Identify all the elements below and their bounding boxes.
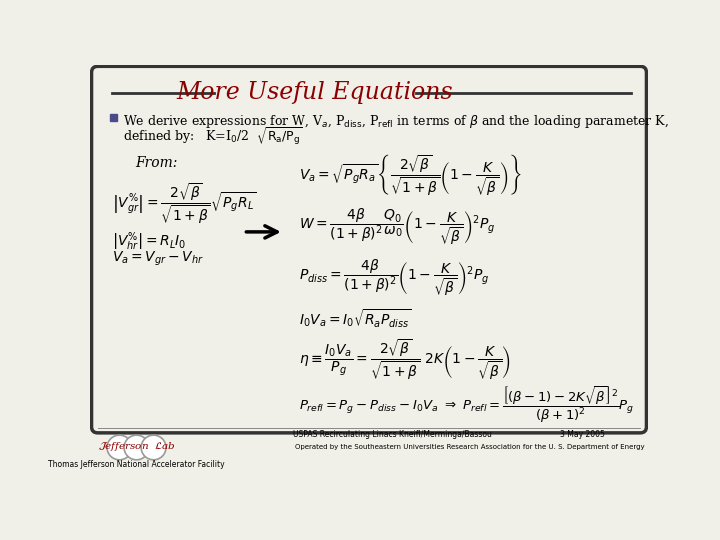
Text: Thomas Jefferson National Accelerator Facility: Thomas Jefferson National Accelerator Fa… bbox=[48, 460, 225, 469]
Text: $P_{diss} = \dfrac{4\beta}{(1+\beta)^2}\left(1 - \dfrac{K}{\sqrt{\beta}}\right)^: $P_{diss} = \dfrac{4\beta}{(1+\beta)^2}\… bbox=[300, 257, 490, 298]
Text: $P_{refl} = P_g - P_{diss} - I_0 V_a\ \Rightarrow\ P_{refl} = \dfrac{\left[(\bet: $P_{refl} = P_g - P_{diss} - I_0 V_a\ \R… bbox=[300, 384, 635, 424]
Text: $\left|V_{hr}^{\%}\right| = R_L I_0$: $\left|V_{hr}^{\%}\right| = R_L I_0$ bbox=[112, 231, 186, 253]
Text: $\left|V_{gr}^{\%}\right| = \dfrac{2\sqrt{\beta}}{\sqrt{1+\beta}}\sqrt{P_g R_L}$: $\left|V_{gr}^{\%}\right| = \dfrac{2\sqr… bbox=[112, 182, 256, 226]
FancyBboxPatch shape bbox=[91, 66, 647, 433]
Bar bbox=[110, 114, 117, 121]
Text: $\mathcal{J}$efferson  $\mathcal{L}$ab: $\mathcal{J}$efferson $\mathcal{L}$ab bbox=[98, 440, 176, 453]
Text: 3 May 2005: 3 May 2005 bbox=[560, 430, 606, 439]
Text: $I_0 V_a = I_0\sqrt{R_a P_{diss}}$: $I_0 V_a = I_0\sqrt{R_a P_{diss}}$ bbox=[300, 307, 412, 330]
Text: $V_a = V_{gr} - V_{hr}$: $V_a = V_{gr} - V_{hr}$ bbox=[112, 249, 204, 268]
Text: $W = \dfrac{4\beta}{(1+\beta)^2}\dfrac{Q_0}{\omega_0}\left(1 - \dfrac{K}{\sqrt{\: $W = \dfrac{4\beta}{(1+\beta)^2}\dfrac{Q… bbox=[300, 207, 496, 247]
Text: From:: From: bbox=[135, 156, 177, 170]
Text: $V_a = \sqrt{P_g R_a}\left\{\dfrac{2\sqrt{\beta}}{\sqrt{1+\beta}}\left(1 - \dfra: $V_a = \sqrt{P_g R_a}\left\{\dfrac{2\sqr… bbox=[300, 153, 523, 198]
Text: $\eta \equiv \dfrac{I_0 V_a}{P_g} = \dfrac{2\sqrt{\beta}}{\sqrt{1+\beta}}\ 2K\le: $\eta \equiv \dfrac{I_0 V_a}{P_g} = \dfr… bbox=[300, 338, 511, 382]
Circle shape bbox=[107, 435, 132, 460]
Text: Operated by the Southeastern Universities Research Association for the U. S. Dep: Operated by the Southeastern Universitie… bbox=[295, 444, 644, 450]
Text: We derive expressions for W, V$_a$, P$_{\rm diss}$, P$_{\rm refl}$ in terms of $: We derive expressions for W, V$_a$, P$_{… bbox=[122, 113, 668, 130]
Circle shape bbox=[124, 435, 149, 460]
Circle shape bbox=[141, 435, 166, 460]
Text: defined by:   K=I$_0$/2  $\sqrt{\mathrm{R_a/P_g}}$: defined by: K=I$_0$/2 $\sqrt{\mathrm{R_a… bbox=[122, 126, 302, 149]
Text: More Useful Equations: More Useful Equations bbox=[176, 81, 453, 104]
Text: USPAS Recirculating Linacs Kneifl/Merminga/Bassou: USPAS Recirculating Linacs Kneifl/Mermin… bbox=[293, 430, 492, 439]
